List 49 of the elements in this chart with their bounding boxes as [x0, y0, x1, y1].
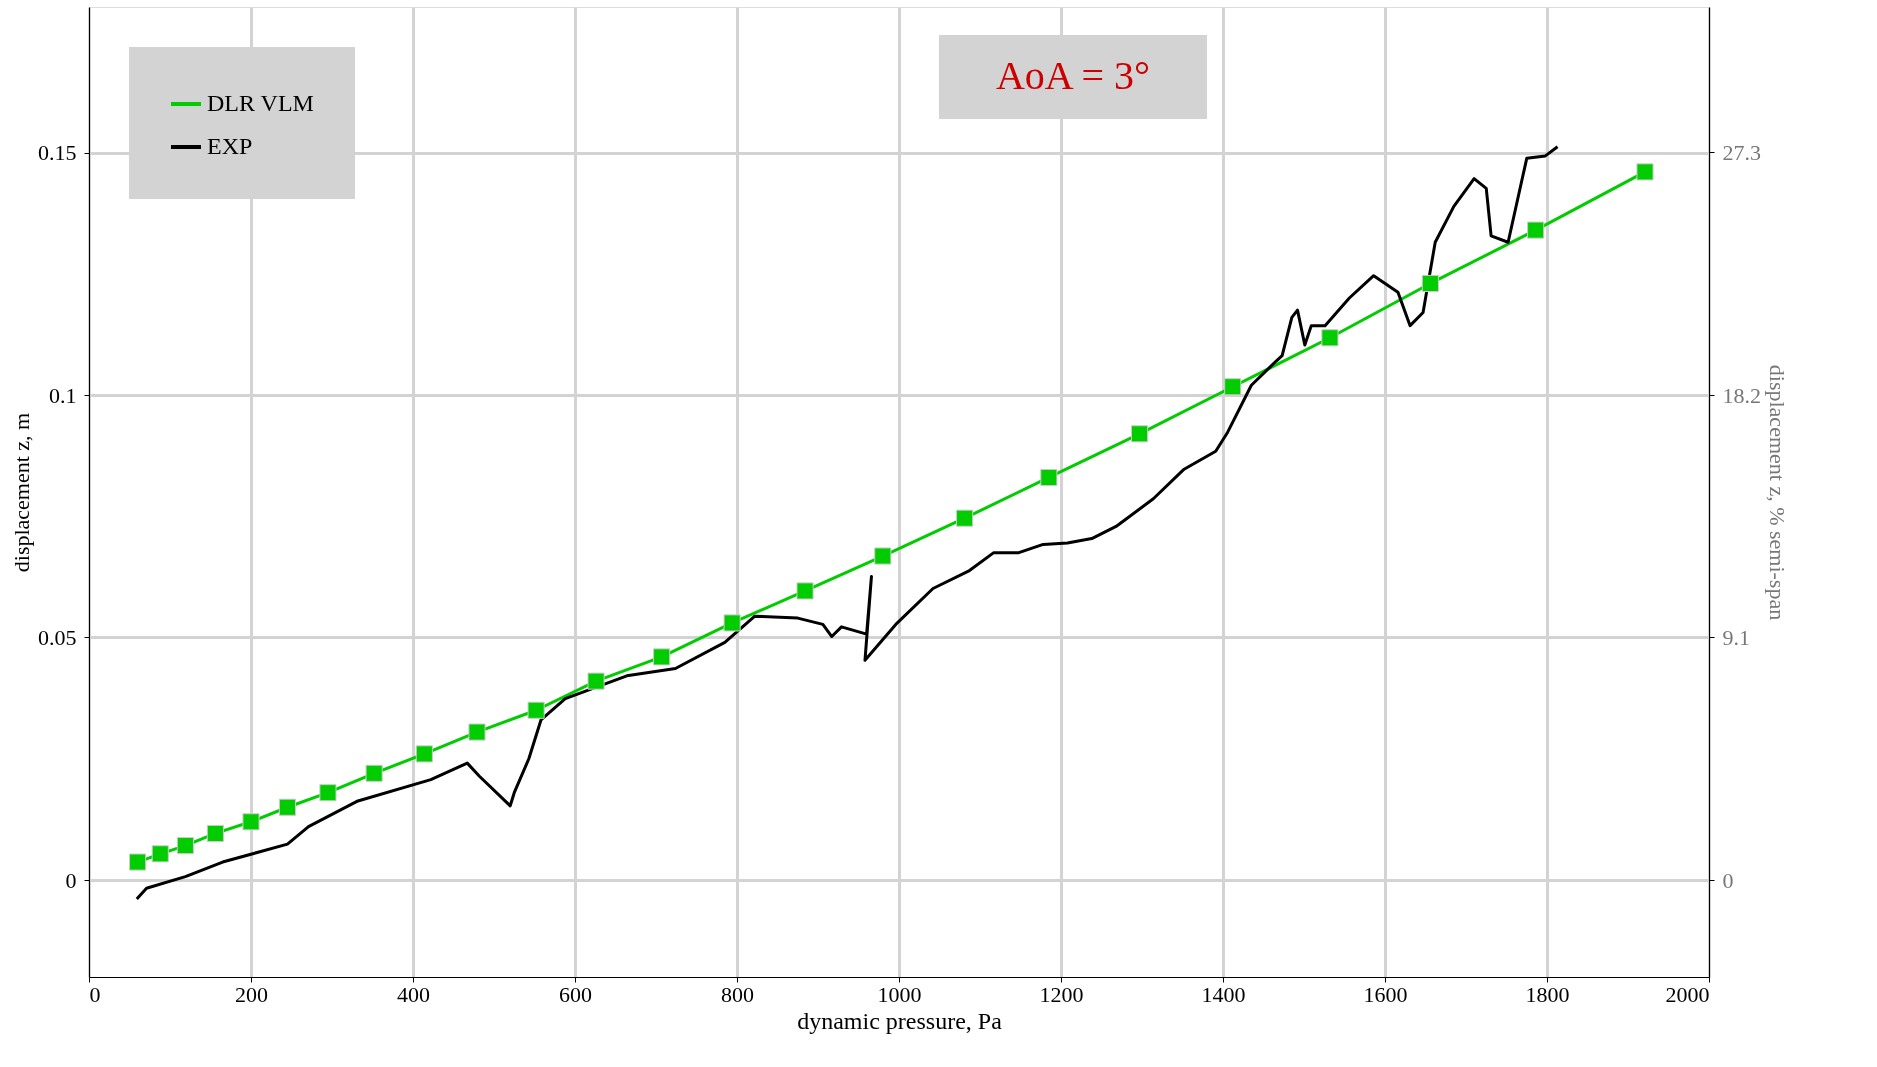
- y-tick-label: 0.1: [49, 382, 77, 408]
- legend-label: EXP: [207, 133, 253, 159]
- x-tick-label: 600: [559, 981, 592, 1007]
- annotation: AoA = 3°: [995, 53, 1151, 98]
- x-tick-label: 1400: [1201, 981, 1246, 1007]
- y2-axis-title: displacement z, % semi-span: [1765, 364, 1790, 621]
- point: [653, 648, 671, 666]
- point: [587, 672, 605, 690]
- point: [1040, 468, 1058, 487]
- point: [1527, 221, 1545, 239]
- point: [365, 764, 383, 782]
- x-tick-label: 400: [397, 981, 430, 1007]
- point: [176, 837, 194, 855]
- point: [1636, 163, 1654, 181]
- point: [1321, 329, 1339, 347]
- legend-label: DLR VLM: [207, 90, 314, 116]
- point: [468, 723, 486, 741]
- y-tick-label: 0.15: [38, 140, 77, 165]
- x-tick-label: 1600: [1363, 981, 1408, 1007]
- point: [242, 813, 260, 831]
- x-tick-label: 1200: [1039, 981, 1084, 1007]
- y-tick-label: 0: [65, 867, 77, 893]
- point: [1131, 425, 1149, 443]
- point: [319, 784, 337, 802]
- y2-tick-label: 0: [1722, 867, 1734, 893]
- point: [278, 798, 297, 816]
- point: [796, 582, 814, 600]
- point: [527, 701, 545, 719]
- x-tick-label: 800: [721, 981, 754, 1007]
- point: [1224, 378, 1242, 396]
- point: [723, 614, 741, 632]
- x-tick-label: 1000: [877, 981, 922, 1007]
- x-tick-label: 1800: [1525, 981, 1570, 1007]
- y2-tick-label: 9.1: [1722, 625, 1750, 650]
- y2-tick-label: 18.2: [1722, 382, 1761, 408]
- point: [956, 509, 974, 527]
- point: [129, 853, 147, 871]
- x-tick-label: 200: [235, 981, 268, 1007]
- y-tick-label: 0.05: [38, 625, 77, 650]
- point: [1421, 274, 1439, 293]
- point: [415, 745, 433, 763]
- x-tick-label: 0: [89, 981, 101, 1007]
- y-axis-title: displacement z, m: [9, 412, 34, 573]
- x-tick-label: 2000: [1665, 981, 1710, 1007]
- y2-tick-label: 27.3: [1722, 140, 1761, 165]
- point: [874, 547, 892, 565]
- point: [206, 824, 224, 842]
- point: [151, 845, 169, 863]
- x-axis-title: dynamic pressure, Pa: [797, 1007, 1003, 1034]
